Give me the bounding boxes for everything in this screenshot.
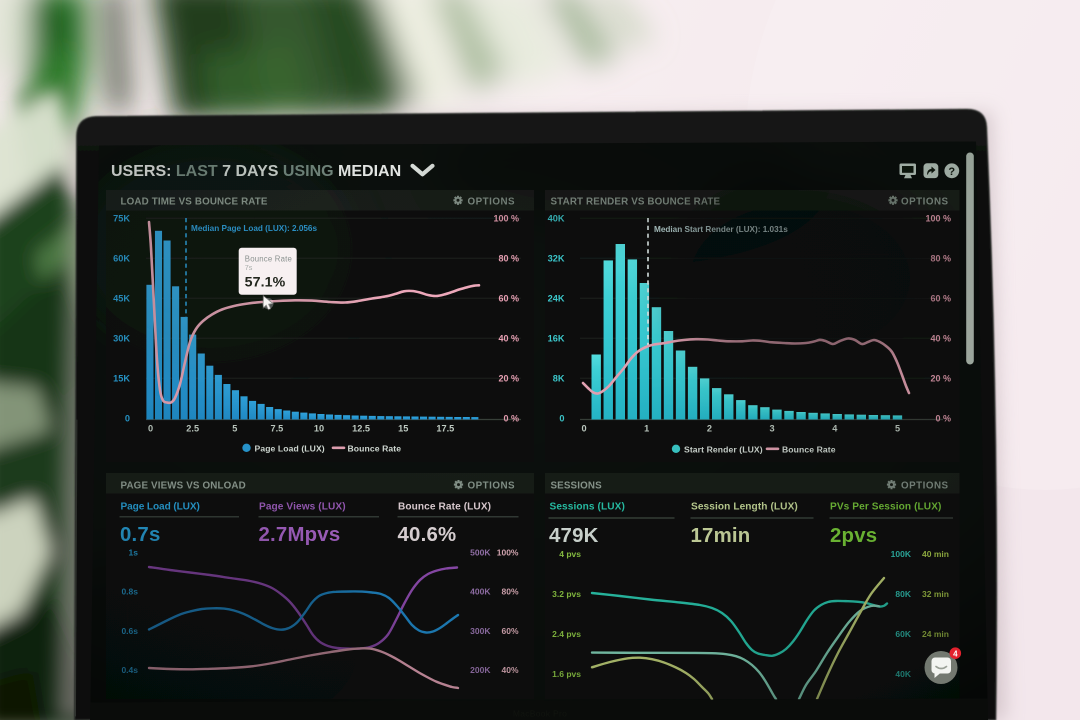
svg-text:57.1%: 57.1% xyxy=(245,275,286,291)
svg-text:7s: 7s xyxy=(245,263,253,272)
svg-text:Bounce Rate: Bounce Rate xyxy=(245,255,292,264)
svg-text:4: 4 xyxy=(953,649,958,658)
svg-text:MacBook Pro: MacBook Pro xyxy=(513,709,567,719)
